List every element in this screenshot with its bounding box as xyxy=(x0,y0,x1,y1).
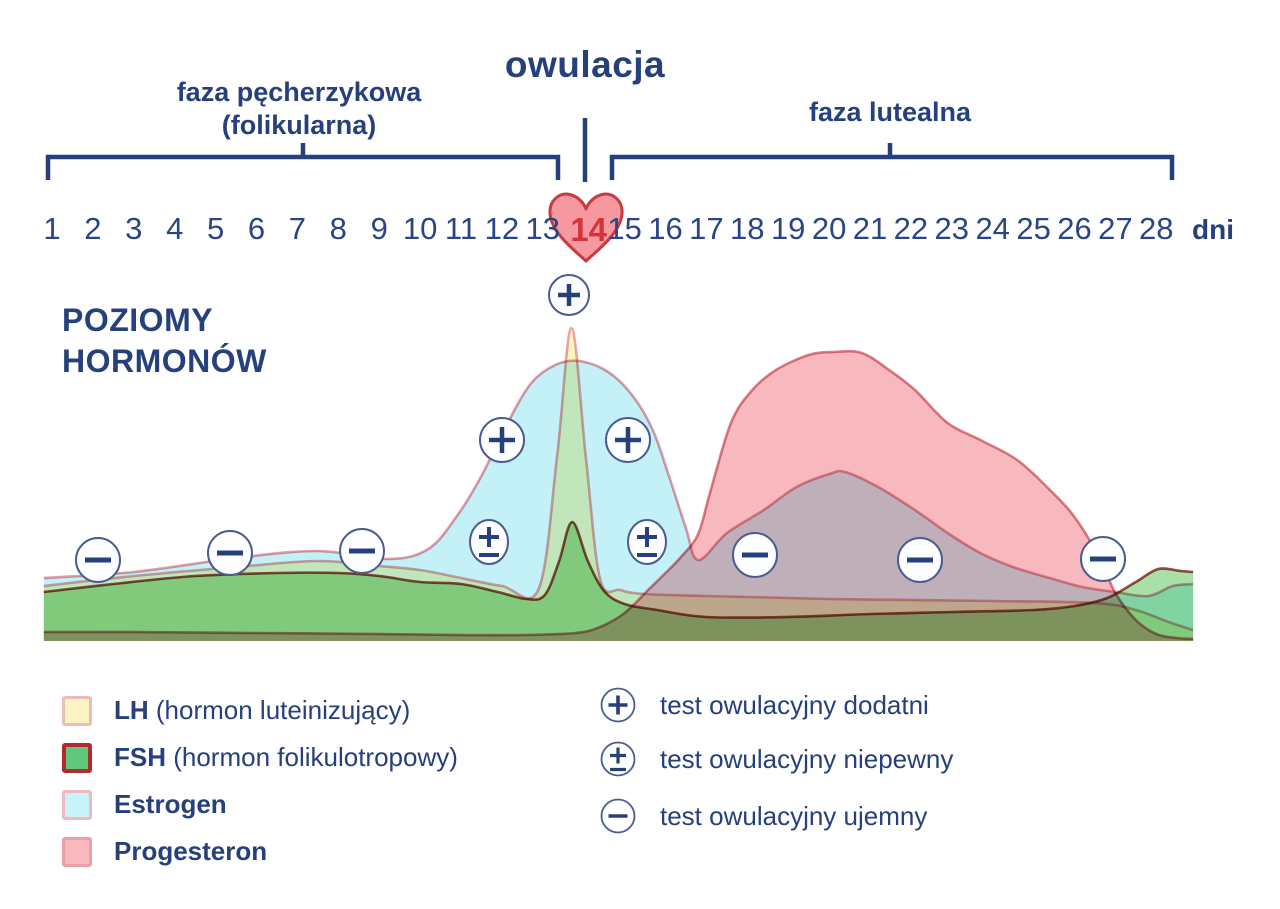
test-legend-label: test owulacyjny niepewny xyxy=(660,743,954,774)
phase-luteal-label: faza lutealna xyxy=(808,97,972,127)
legend-abbr: FSH xyxy=(114,742,166,772)
test-legend-positive: test owulacyjny dodatni xyxy=(600,687,929,723)
day-label: 15 xyxy=(607,211,642,246)
phase-brackets xyxy=(45,118,1175,182)
luteal-bracket xyxy=(609,143,1175,180)
legend-abbr: LH xyxy=(114,695,149,725)
day-label: 9 xyxy=(370,211,388,246)
day-label: 1 xyxy=(43,211,61,246)
day-label: 10 xyxy=(402,211,438,246)
marker-negative-test xyxy=(75,537,121,583)
legend-rest: (hormon folikulotropowy) xyxy=(166,742,458,772)
legend-item-label: FSH (hormon folikulotropowy) xyxy=(114,742,458,773)
legend-item-progesteron: Progesteron xyxy=(62,828,458,875)
marker-positive-test xyxy=(479,417,525,463)
test-result-markers xyxy=(75,274,1126,583)
day-label: 5 xyxy=(206,211,225,246)
legend-item-estrogen: Estrogen xyxy=(62,781,458,828)
series-line-progesteron xyxy=(43,349,1194,641)
phase-follicular-line2: (folikularna) xyxy=(221,110,377,140)
test-legend-uncertain: test owulacyjny niepewny xyxy=(600,741,953,777)
legend-item-fsh: FSH (hormon folikulotropowy) xyxy=(62,734,458,781)
uncertain-test-icon xyxy=(600,741,636,777)
day-label-ovulation: 14 xyxy=(570,211,608,248)
day-label: 12 xyxy=(484,211,520,246)
marker-positive-test xyxy=(605,417,651,463)
day-label: 8 xyxy=(329,211,347,246)
marker-negative-test xyxy=(897,537,943,583)
marker-uncertain-test xyxy=(627,519,667,565)
day-label: 21 xyxy=(852,211,888,246)
test-legend-label: test owulacyjny dodatni xyxy=(660,689,929,720)
day-label: 7 xyxy=(288,211,307,246)
legend-item-lh: LH (hormon luteinizujący) xyxy=(62,687,458,734)
ovulation-label: owulacja xyxy=(504,44,666,85)
day-label: 27 xyxy=(1098,211,1133,246)
day-label: 3 xyxy=(125,211,143,246)
day-label: 22 xyxy=(893,211,929,246)
day-axis-unit: dni xyxy=(1192,214,1234,245)
day-label: 20 xyxy=(811,211,847,246)
day-label: 6 xyxy=(247,211,266,246)
day-label: 16 xyxy=(648,211,683,246)
day-label: 24 xyxy=(975,211,1010,246)
day-label: 4 xyxy=(166,211,184,246)
legend-abbr: Progesteron xyxy=(114,836,268,866)
test-legend-negative: test owulacyjny ujemny xyxy=(600,798,927,834)
day-label: 19 xyxy=(770,211,806,246)
legend-item-label: Progesteron xyxy=(114,836,267,867)
marker-negative-test xyxy=(732,532,778,578)
lh-swatch-icon xyxy=(62,695,92,726)
day-label: 13 xyxy=(525,211,561,246)
day-label: 2 xyxy=(84,211,102,246)
marker-positive-test xyxy=(548,274,590,316)
series-area-lh xyxy=(43,328,1194,641)
day-label: 17 xyxy=(689,211,724,246)
legend-item-label: LH (hormon luteinizujący) xyxy=(114,695,410,726)
phase-follicular-label: faza pęcherzykowa (folikularna) xyxy=(177,76,422,142)
day-label: 11 xyxy=(444,211,478,246)
day-label: 26 xyxy=(1057,211,1092,246)
marker-negative-test xyxy=(1080,536,1126,582)
negative-test-icon xyxy=(600,798,636,834)
estrogen-swatch-icon xyxy=(62,789,92,820)
test-legend-label: test owulacyjny ujemny xyxy=(660,800,928,831)
legend-abbr: Estrogen xyxy=(114,789,227,819)
legend-rest: (hormon luteinizujący) xyxy=(148,695,411,725)
hormone-legend: LH (hormon luteinizujący) FSH (hormon fo… xyxy=(62,687,458,875)
chart-title-line2: HORMONÓW xyxy=(62,343,267,379)
day-label: 25 xyxy=(1016,211,1051,246)
chart-title-line1: POZIOMY xyxy=(62,302,214,338)
chart-title: POZIOMY HORMONÓW xyxy=(62,300,267,382)
day-label: 28 xyxy=(1139,211,1174,246)
positive-test-icon xyxy=(600,687,636,723)
follicular-bracket xyxy=(45,143,561,180)
phase-follicular-line1: faza pęcherzykowa xyxy=(176,77,422,107)
fsh-swatch-icon xyxy=(62,742,92,773)
day-label: 23 xyxy=(934,211,970,246)
heart-icon xyxy=(548,192,624,263)
marker-negative-test xyxy=(207,530,253,576)
day-label: 18 xyxy=(730,211,765,246)
series-area-fsh xyxy=(43,522,1194,641)
marker-uncertain-test xyxy=(469,519,509,565)
progesteron-swatch-icon xyxy=(62,836,92,867)
marker-negative-test xyxy=(339,528,385,574)
legend-item-label: Estrogen xyxy=(114,789,227,820)
